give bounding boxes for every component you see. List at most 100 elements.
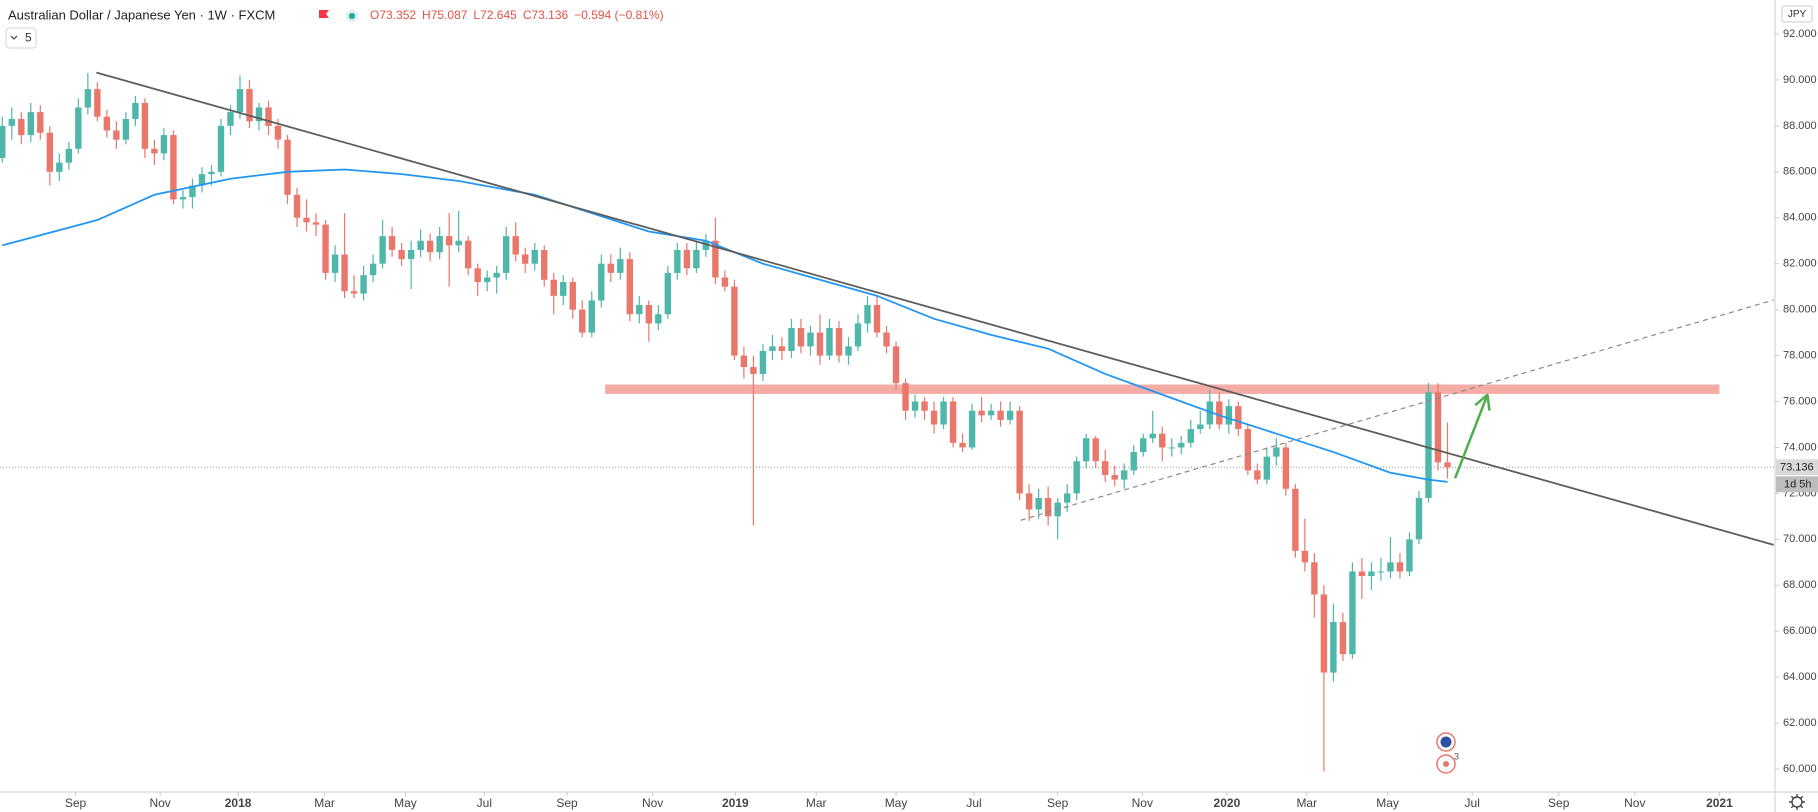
candle-body <box>1006 410 1014 420</box>
indicator-toggle[interactable]: 5 <box>5 27 37 49</box>
candle-body <box>179 197 187 200</box>
candle-body <box>388 236 396 250</box>
y-tick-label: 60.000 <box>1783 763 1817 775</box>
x-tick-label: 2020 <box>1214 796 1241 810</box>
y-tick-label: 70.000 <box>1783 533 1817 545</box>
candle-body <box>1396 562 1404 572</box>
axes: 60.00062.00064.00066.00068.00070.00072.0… <box>65 28 1818 810</box>
candle-body <box>1311 562 1318 595</box>
candle-body <box>674 249 681 273</box>
indicator-count: 5 <box>25 31 32 45</box>
candle-body <box>1358 571 1366 577</box>
resistance-zone <box>605 384 1720 394</box>
candle-body <box>531 249 538 264</box>
candle-body <box>579 309 586 333</box>
candle-body <box>56 162 63 172</box>
y-tick-label: 88.000 <box>1783 120 1817 132</box>
candle-body <box>750 367 757 374</box>
candle-body <box>940 401 947 425</box>
price-change: −0.594 (−0.81%) <box>574 8 663 22</box>
candle-body <box>493 272 500 278</box>
event-flag-inner <box>1440 736 1452 748</box>
candle-body <box>255 107 263 122</box>
y-tick-label: 78.000 <box>1783 349 1817 361</box>
candle-body <box>854 323 862 347</box>
y-tick-label: 68.000 <box>1783 579 1817 591</box>
candle-body <box>845 346 852 356</box>
candle-body <box>645 305 653 324</box>
x-tick-label: 2019 <box>722 796 749 810</box>
candle-body <box>835 328 843 356</box>
candle-body <box>379 236 386 264</box>
candle-body <box>1377 571 1385 573</box>
x-tick-label: Jul <box>966 796 981 810</box>
candle-body <box>246 89 253 122</box>
candle-body <box>1035 497 1042 510</box>
candle-body <box>483 277 491 283</box>
candle-body <box>1111 475 1118 480</box>
candle-body <box>1063 493 1071 503</box>
candle-body <box>626 259 634 315</box>
candle-body <box>588 300 595 333</box>
candle-body <box>1102 461 1109 476</box>
candle-body <box>1159 433 1166 448</box>
y-tick-label: 62.000 <box>1783 717 1817 729</box>
candle-body <box>274 125 282 140</box>
x-tick-label: Sep <box>1047 796 1069 810</box>
candle-body <box>892 346 900 384</box>
x-tick-label: May <box>885 796 908 810</box>
candle-body <box>170 135 177 200</box>
moving-average <box>2 168 1448 483</box>
candle-body <box>236 89 244 113</box>
header: Australian Dollar / Japanese Yen · 1W · … <box>5 7 664 49</box>
candle-body <box>541 249 548 280</box>
ohlc-value: H75.087 <box>422 8 468 22</box>
x-tick-label: Jul <box>1465 796 1480 810</box>
candle-body <box>721 277 729 287</box>
y-tick-label: 84.000 <box>1783 212 1817 224</box>
y-tick-label: 76.000 <box>1783 395 1817 407</box>
candle-body <box>778 346 786 351</box>
chevron <box>10 35 18 40</box>
candle-body <box>8 118 15 126</box>
x-tick-label: 2018 <box>225 796 252 810</box>
event-dividend-dot <box>1443 761 1449 767</box>
candle-body <box>293 194 301 218</box>
candle-body <box>160 135 168 154</box>
y-tick-label: 74.000 <box>1783 441 1817 453</box>
candle-body <box>807 332 814 347</box>
candle-body <box>350 291 358 294</box>
candle-body <box>826 328 833 356</box>
candle-body <box>816 332 824 356</box>
candle-body <box>1016 410 1023 494</box>
candle-body <box>1434 392 1442 463</box>
candle-body <box>1187 429 1194 443</box>
candle-body <box>1387 562 1394 572</box>
last-price-label: 73.136 <box>1780 462 1814 474</box>
candle-body <box>1292 488 1299 551</box>
ohlc-value: O73.352 <box>370 8 416 22</box>
dashed-trendline <box>1020 299 1774 521</box>
candle-body <box>1339 622 1347 655</box>
candle-body <box>227 112 234 126</box>
candle-body <box>1025 493 1033 510</box>
candle-body <box>1168 447 1175 449</box>
y-tick-label: 92.000 <box>1783 28 1817 40</box>
candle-body <box>189 185 196 198</box>
candle-body <box>712 240 719 278</box>
candle-body <box>398 249 405 260</box>
candle-body <box>1149 433 1156 439</box>
candle-body <box>1092 438 1099 462</box>
candle-body <box>1263 456 1271 480</box>
candle-body <box>978 410 985 416</box>
candle-body <box>132 102 139 119</box>
candle-body <box>959 442 966 448</box>
y-tick-label: 80.000 <box>1783 304 1817 316</box>
flag-icon[interactable] <box>318 9 329 21</box>
candle-body <box>797 328 805 347</box>
flag-shape <box>319 10 329 18</box>
settings-icon[interactable] <box>1789 794 1805 810</box>
x-tick-label: Mar <box>806 796 827 810</box>
event-markers[interactable]: 3 <box>1436 732 1459 774</box>
candle-body <box>1349 571 1356 655</box>
